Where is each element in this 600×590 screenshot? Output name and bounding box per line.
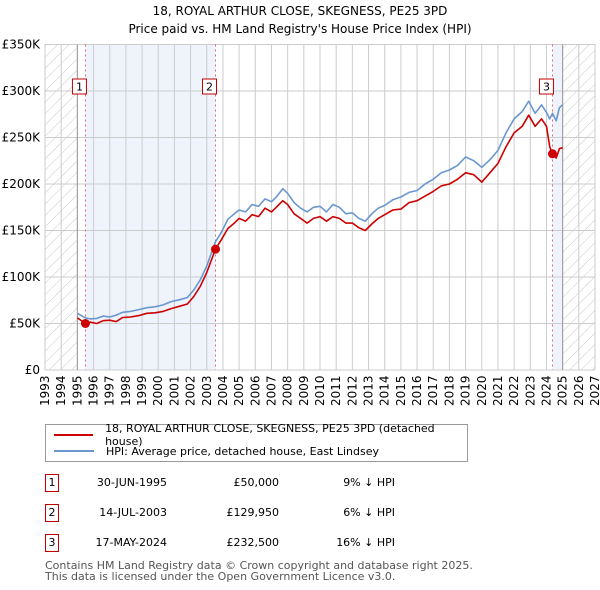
x-tick-label: 2019 [459, 375, 473, 406]
x-tick-label: 2023 [523, 375, 537, 406]
x-tick-label: 2008 [281, 375, 295, 406]
x-tick-label: 1999 [135, 375, 149, 406]
hpi-line [77, 100, 564, 320]
y-tick-label: £250K [2, 131, 42, 145]
sale-annotation-label: 1 [76, 81, 83, 94]
x-tick-label: 2018 [442, 375, 456, 406]
footer-copyright: Contains HM Land Registry data © Crown c… [45, 559, 473, 572]
chart-title: 18, ROYAL ARTHUR CLOSE, SKEGNESS, PE25 3… [152, 4, 448, 18]
chart-subtitle: Price paid vs. HM Land Registry's House … [128, 22, 472, 36]
x-tick-label: 2014 [378, 375, 392, 406]
x-tick-label: 2012 [345, 375, 359, 406]
x-tick-label: 2027 [588, 375, 600, 406]
x-tick-label: 1993 [38, 375, 52, 406]
sale-price: £50,000 [233, 476, 280, 489]
y-tick-label: £0 [25, 363, 40, 377]
x-tick-label: 2006 [248, 375, 262, 406]
sale-date: 17-MAY-2024 [95, 536, 167, 549]
x-tick-label: 2013 [362, 375, 376, 406]
footer-licence: This data is licensed under the Open Gov… [45, 570, 396, 583]
x-tick-label: 2016 [410, 375, 424, 406]
sale-price: £129,950 [226, 506, 280, 519]
x-tick-label: 2020 [475, 375, 489, 406]
x-tick-label: 2017 [426, 375, 440, 406]
sale-point [80, 319, 90, 328]
sale-annotation-box [71, 78, 87, 95]
sale-row: 2 14-JUL-2003 £129,950 6% ↓ HPI [45, 504, 445, 524]
x-tick-label: 2000 [151, 375, 165, 406]
x-tick-label: 1997 [103, 375, 117, 406]
highlight-band [85, 44, 216, 370]
x-tick-label: 2010 [313, 375, 327, 406]
x-tick-label: 2011 [329, 375, 343, 406]
sale-point [547, 149, 557, 159]
sale-annotation-label: 3 [543, 81, 550, 94]
property-price-line [76, 114, 563, 325]
x-tick-label: 2003 [200, 375, 214, 406]
legend-swatch-hpi [54, 450, 94, 452]
price-chart: £0 £50K £100K £150K £200K £250K £300K £350K 1993… [2, 38, 600, 407]
y-tick-label: £150K [2, 224, 42, 238]
x-tick-label: 1996 [87, 375, 101, 406]
x-tick-label: 2007 [264, 375, 278, 406]
sale-price: £232,500 [226, 536, 280, 549]
sale-marker-badge: 1 [45, 474, 59, 492]
x-tick-label: 2002 [184, 375, 198, 406]
sale-annotation-label: 2 [206, 81, 213, 94]
x-tick-label: 2001 [167, 375, 181, 406]
x-tick-label: 1995 [70, 375, 84, 406]
legend-label-hpi: HPI: Average price, detached house, East… [106, 444, 380, 458]
sale-hpi-diff: 6% ↓ HPI [343, 506, 395, 519]
x-tick-label: 2022 [507, 375, 521, 406]
legend-item-property: 18, ROYAL ARTHUR CLOSE, SKEGNESS, PE25 3… [54, 422, 467, 448]
chart-legend: 18, ROYAL ARTHUR CLOSE, SKEGNESS, PE25 3… [45, 422, 468, 462]
legend-swatch-property [54, 434, 94, 436]
sale-marker-badge: 3 [45, 534, 59, 552]
x-tick-label: 1998 [119, 375, 133, 406]
x-tick-label: 2021 [491, 375, 505, 406]
x-tick-label: 2026 [572, 375, 586, 406]
y-tick-label: £350K [2, 38, 42, 52]
x-tick-label: 2025 [556, 375, 570, 406]
sale-date: 30-JUN-1995 [96, 476, 167, 489]
sale-hpi-diff: 16% ↓ HPI [336, 536, 395, 549]
legend-label-property: 18, ROYAL ARTHUR CLOSE, SKEGNESS, PE25 3… [105, 422, 435, 448]
sale-hpi-diff: 9% ↓ HPI [343, 476, 395, 489]
x-tick-label: 2015 [394, 375, 408, 406]
x-tick-label: 2009 [297, 375, 311, 406]
x-tick-label: 2024 [539, 375, 553, 406]
y-tick-label: £100K [2, 270, 42, 284]
sale-date: 14-JUL-2003 [99, 506, 167, 519]
sale-annotation-box [202, 78, 217, 95]
y-tick-label: £50K [9, 317, 41, 331]
y-tick-label: £300K [2, 84, 42, 98]
sale-point [211, 244, 220, 254]
x-tick-label: 2004 [216, 375, 230, 406]
highlight-band [552, 44, 563, 370]
y-tick-label: £200K [2, 177, 42, 191]
sale-marker-badge: 2 [45, 504, 59, 522]
sale-row: 1 30-JUN-1995 £50,000 9% ↓ HPI [45, 474, 445, 494]
footer: Contains HM Land Registry data © Crown c… [45, 560, 473, 582]
sale-row: 3 17-MAY-2024 £232,500 16% ↓ HPI [45, 534, 445, 554]
sale-annotation-box [538, 78, 554, 95]
x-tick-label: 1994 [54, 375, 68, 406]
legend-item-hpi: HPI: Average price, detached house, East… [54, 443, 379, 459]
x-tick-label: 2005 [232, 375, 246, 406]
